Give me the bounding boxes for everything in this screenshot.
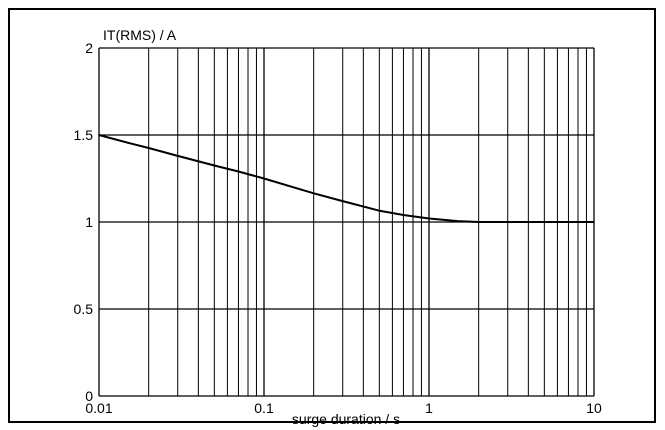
x-tick-label: 1 xyxy=(425,400,433,416)
data-point xyxy=(428,217,430,220)
y-tick-label: 1 xyxy=(85,214,93,230)
data-point xyxy=(147,147,150,149)
data-point xyxy=(237,170,240,173)
data-point xyxy=(292,186,294,188)
data-point xyxy=(402,214,405,216)
series-layer xyxy=(98,134,595,223)
tick-labels: 0 0.5 1 1.5 2 0.01 0.1 1 10 xyxy=(74,40,602,416)
data-point xyxy=(127,142,129,144)
x-axis-label: surge duration / s xyxy=(292,411,400,427)
data-point xyxy=(378,209,381,212)
y-tick-label: 2 xyxy=(85,40,93,56)
y-tick-label: 0.5 xyxy=(74,301,94,317)
x-tick-label: 10 xyxy=(586,400,602,416)
data-point xyxy=(457,220,459,222)
chart-frame xyxy=(8,8,656,423)
y-tick-label: 1.5 xyxy=(74,127,94,143)
data-point xyxy=(506,221,509,223)
y-tick-label: 0 xyxy=(85,388,93,404)
data-point xyxy=(477,221,480,223)
data-point xyxy=(176,155,179,157)
y-axis-label: IT(RMS) / A xyxy=(103,27,177,43)
data-point xyxy=(263,177,265,180)
data-point xyxy=(543,221,546,223)
x-tick-label: 0.01 xyxy=(85,400,112,416)
series-line xyxy=(98,134,594,223)
data-point xyxy=(312,192,315,195)
data-point xyxy=(213,164,216,167)
data-point xyxy=(341,200,344,202)
data-point xyxy=(98,134,100,136)
x-tick-label: 0.1 xyxy=(254,400,274,416)
data-point xyxy=(593,221,595,223)
